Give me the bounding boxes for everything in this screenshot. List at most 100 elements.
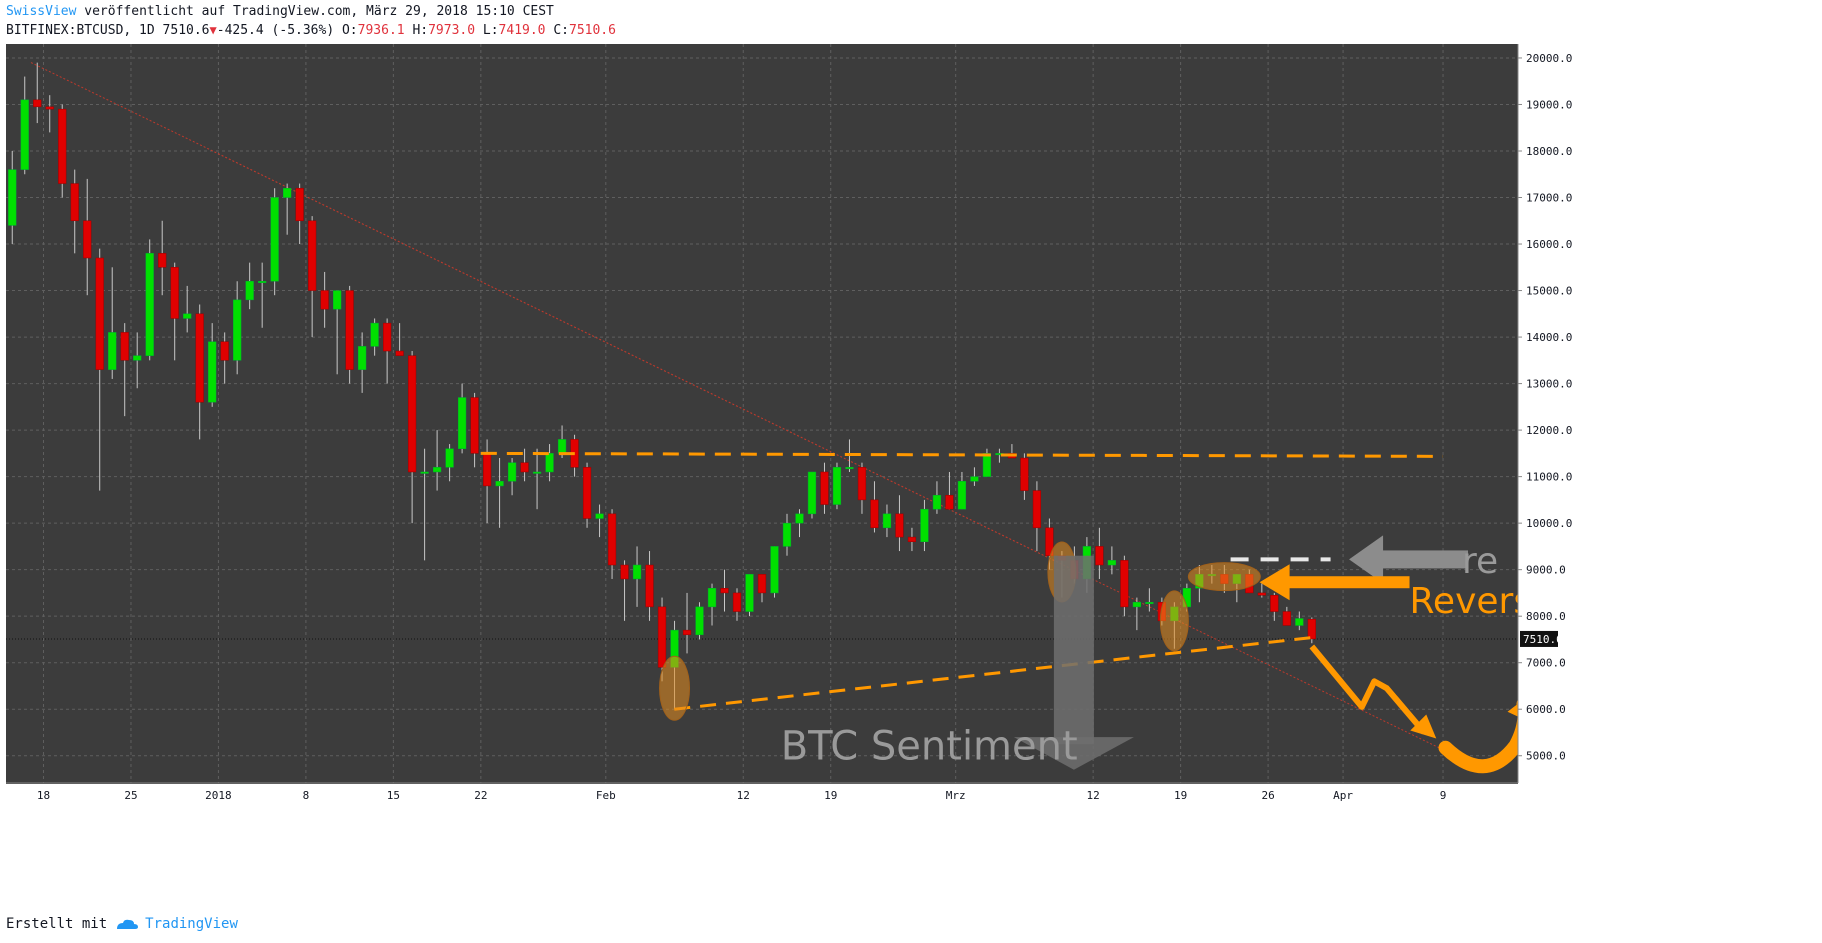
candle-up <box>832 467 842 505</box>
x-tick-label: 25 <box>124 789 137 802</box>
x-tick-label: Apr <box>1333 789 1353 802</box>
candle-down <box>757 574 767 594</box>
candle-up <box>20 99 29 170</box>
gray-arrow-shaft <box>1373 550 1469 569</box>
sentiment-arrow-head <box>1013 737 1134 770</box>
candle-up <box>1295 618 1304 626</box>
close-value: 7510.6 <box>569 23 616 38</box>
candle-down <box>95 257 104 370</box>
x-tick-label: 12 <box>737 789 750 802</box>
candle-down <box>345 290 354 370</box>
candle-down <box>607 513 617 566</box>
candle-down <box>520 462 529 473</box>
y-tick-label: 9000.0 <box>1526 564 1566 577</box>
candle-up <box>957 481 967 510</box>
candle-down <box>870 499 879 529</box>
candle-down <box>720 588 729 594</box>
candle-down <box>1095 546 1104 566</box>
candle-up <box>233 299 242 361</box>
time-axis[interactable]: 18 25 2018 8 15 22 Feb 12 19 Mrz 12 19 26 Apr 9 <box>6 782 1518 902</box>
gray-arrow-head <box>1349 535 1384 584</box>
candle-down <box>657 606 667 668</box>
y-tick-label: 17000.0 <box>1526 192 1572 205</box>
candle-up <box>1145 601 1154 604</box>
candle-up <box>133 355 142 361</box>
price-axis[interactable]: 5000.0 6000.0 7000.0 8000.0 9000.0 10000.0 110… <box>1517 44 1766 783</box>
x-tick-label: Mrz <box>946 789 966 802</box>
candle-down <box>732 592 742 612</box>
x-tick-label: 15 <box>387 789 400 802</box>
y-tick-label: 16000.0 <box>1526 238 1572 251</box>
candle-up <box>420 471 429 474</box>
y-tick-label: 18000.0 <box>1526 145 1572 158</box>
x-tick-label: 19 <box>824 789 837 802</box>
candle-down <box>1282 611 1291 626</box>
low-label: L: <box>482 23 499 38</box>
y-tick-label: 20000.0 <box>1526 52 1572 65</box>
x-tick-label: 12 <box>1087 789 1100 802</box>
x-tick-label: 9 <box>1440 789 1447 802</box>
sentiment-arrow-shaft <box>1053 555 1094 745</box>
candle-down <box>945 494 954 510</box>
candle-up <box>795 513 804 524</box>
tradingview-link[interactable]: TradingView <box>145 916 238 932</box>
high-value: 7973.0 <box>428 23 476 38</box>
projection-zigzag <box>1309 644 1427 735</box>
candle-up <box>208 341 217 403</box>
symbol-info: BITFINEX:BTCUSD, 1D 7510.6▼-425.4 (-5.36… <box>6 21 616 40</box>
candle-up <box>445 448 454 468</box>
x-tick-label: 22 <box>474 789 487 802</box>
y-tick-label: 8000.0 <box>1526 610 1566 623</box>
re-text: re <box>1462 541 1498 582</box>
candle-down <box>620 564 629 580</box>
last-price: 7510.6 <box>162 23 210 38</box>
candle-up <box>632 564 642 580</box>
candle-up <box>932 494 942 510</box>
sentiment-text: BTC Sentiment <box>781 723 1078 769</box>
y-tick-label: 10000.0 <box>1526 517 1572 530</box>
reversal-arrow-shaft <box>1283 576 1410 589</box>
reversal-arrow-head <box>1259 564 1290 601</box>
symbol-label: BITFINEX:BTCUSD, 1D <box>6 23 155 38</box>
candle-up <box>1132 601 1141 608</box>
candle-down <box>1257 592 1266 596</box>
candle-up <box>557 439 567 454</box>
candle-down <box>582 467 592 519</box>
candle-down <box>1032 490 1042 529</box>
candle-down <box>395 350 404 356</box>
candle-up <box>695 606 704 636</box>
candle-up <box>8 169 17 226</box>
candle-up <box>970 476 979 482</box>
candle-up <box>370 322 379 347</box>
candle-down <box>1045 527 1054 556</box>
open-label: O: <box>341 23 358 38</box>
candle-up <box>770 546 779 594</box>
candle-up <box>283 187 292 198</box>
candle-down <box>45 106 54 110</box>
grid-lines <box>6 44 1518 783</box>
candle-up <box>432 467 442 473</box>
candle-up <box>807 471 817 515</box>
candle-up <box>358 346 367 370</box>
chart-header: SwissView veröffentlicht auf TradingView… <box>0 0 1822 42</box>
x-tick-label: Feb <box>596 789 616 802</box>
candle-down <box>895 513 904 538</box>
author-link[interactable]: SwissView <box>6 4 77 19</box>
down-arrow-icon: ▼ <box>209 23 217 37</box>
candle-up <box>595 513 604 519</box>
y-tick-label: 12000.0 <box>1526 424 1572 437</box>
x-tick-label: 26 <box>1261 789 1274 802</box>
candle-up <box>745 574 754 612</box>
candle-down <box>1270 595 1279 612</box>
x-tick-label: 2018 <box>205 789 232 802</box>
candle-down <box>383 322 392 352</box>
candle-down <box>120 332 129 361</box>
y-tick-label: 6000.0 <box>1526 703 1566 716</box>
candle-up <box>245 280 254 301</box>
candle-down <box>907 536 917 543</box>
candle-down <box>170 267 179 319</box>
price-change: -425.4 (-5.36%) <box>216 23 335 38</box>
candle-up <box>845 467 854 470</box>
candle-up <box>108 332 117 370</box>
